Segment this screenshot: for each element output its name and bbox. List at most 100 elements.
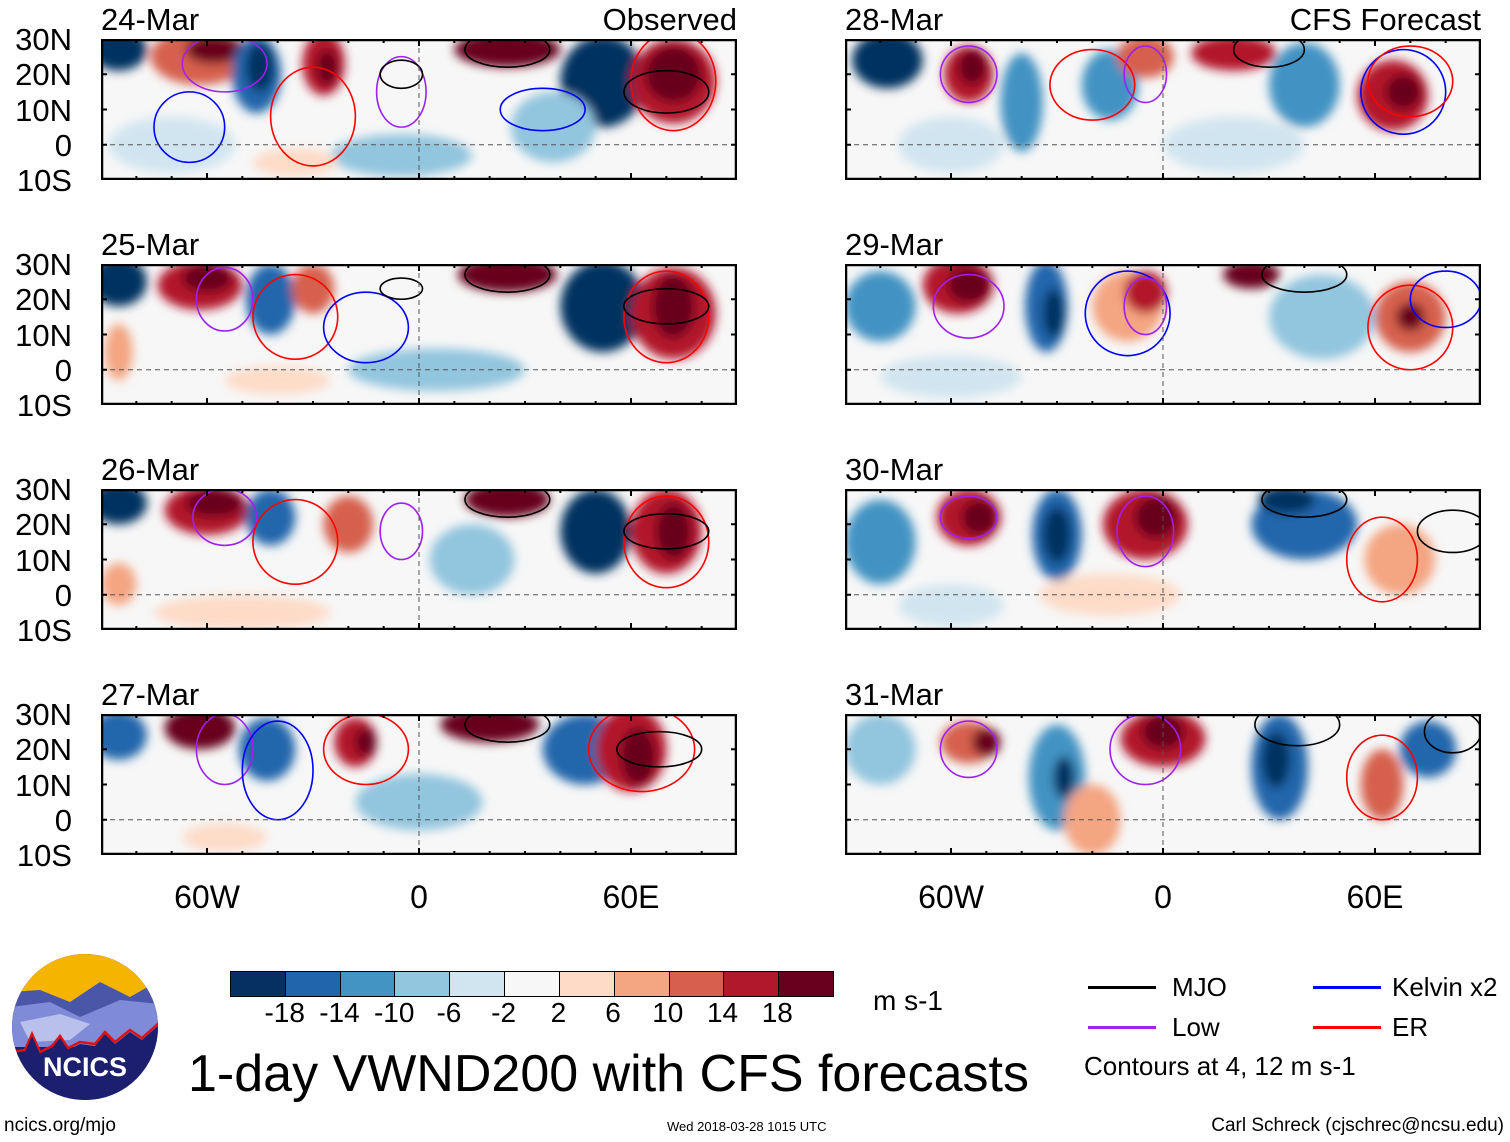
wind-anomaly-area — [101, 39, 147, 71]
wave-contour — [939, 720, 998, 779]
wind-anomaly-area — [958, 49, 987, 85]
colorbar-tick-label: 18 — [761, 997, 793, 1028]
wind-anomaly-area — [1269, 274, 1375, 360]
lat-tick-label: 0 — [54, 352, 72, 388]
panel-date: 30-Mar — [845, 452, 944, 487]
panel-frame — [845, 264, 1481, 405]
wave-contour — [1345, 734, 1419, 821]
wave-contour — [252, 273, 339, 360]
ncics-logo: NCICS — [12, 954, 158, 1100]
wave-contour — [1123, 277, 1168, 336]
wave-contour — [587, 714, 696, 793]
lat-tick-label: 10N — [15, 92, 72, 128]
lon-tick-label: 60E — [1346, 879, 1404, 915]
wind-anomaly-area — [104, 323, 133, 381]
colorbar-tick-label: -14 — [319, 997, 360, 1028]
map-panel — [101, 714, 737, 855]
lat-tick-label: 10N — [15, 542, 72, 578]
wind-anomaly-area — [510, 91, 596, 163]
wind-anomaly-area — [961, 499, 997, 535]
colorbar — [230, 971, 834, 997]
wind-anomaly-area — [1258, 489, 1315, 514]
colorbar-tick-label: 2 — [550, 997, 567, 1028]
colorbar-swatch — [559, 972, 615, 996]
legend-kelvin-label: Kelvin x2 — [1392, 972, 1498, 1002]
wind-anomaly-area — [1134, 496, 1178, 539]
wave-contour — [181, 39, 268, 93]
wind-anomaly-area — [1364, 524, 1436, 595]
wave-contour — [153, 91, 226, 164]
wind-anomaly-area — [898, 584, 1004, 627]
lat-tick-label: 0 — [54, 127, 72, 163]
wind-anomaly-area — [245, 489, 296, 546]
wind-anomaly-area — [560, 264, 646, 353]
wave-contour — [464, 39, 551, 68]
wave-contour — [623, 495, 710, 589]
wind-anomaly-area — [185, 489, 243, 518]
wave-contour — [1416, 509, 1481, 554]
wind-anomaly-area — [182, 264, 232, 293]
legend-mjo-label: MJO — [1172, 972, 1227, 1002]
wind-anomaly-area — [355, 728, 377, 757]
wave-contour — [195, 714, 254, 786]
wave-contour — [623, 512, 710, 550]
wave-contour — [623, 69, 710, 114]
panel-frame — [101, 489, 737, 630]
wind-anomaly-area — [898, 116, 1004, 173]
wind-anomaly-area — [454, 39, 561, 68]
footer-link[interactable]: ncics.org/mjo — [4, 1115, 116, 1136]
colorbar-tick-label: -2 — [491, 997, 517, 1028]
lat-tick-label: 30N — [15, 472, 72, 507]
wave-contour — [1123, 45, 1168, 104]
lat-tick-label: 10S — [16, 613, 72, 648]
map-panel — [845, 489, 1481, 630]
panel-source-label: Observed — [602, 2, 737, 37]
legend-kelvin-line — [1313, 986, 1381, 989]
wind-anomaly-area — [652, 274, 695, 339]
lat-tick-label: 20N — [15, 507, 72, 543]
panel-frame — [845, 489, 1481, 630]
wave-contour — [1409, 270, 1481, 329]
legend-mjo-line — [1088, 986, 1156, 989]
colorbar-swatch — [669, 972, 725, 996]
panel-date: 27-Mar — [101, 677, 200, 712]
wind-anomaly-area — [108, 116, 236, 173]
lon-tick-label: 0 — [1154, 879, 1172, 915]
colorbar-swatch — [340, 972, 396, 996]
colorbar-units: m s-1 — [873, 985, 943, 1016]
panel-frame — [101, 264, 737, 405]
logo-text: NCICS — [43, 1052, 127, 1082]
wave-contour — [464, 714, 551, 743]
colorbar-swatch — [614, 972, 670, 996]
wind-anomaly-area — [1141, 714, 1185, 750]
wind-anomaly-area — [947, 267, 990, 303]
figure-title: 1-day VWND200 with CFS forecasts — [188, 1045, 1029, 1103]
map-panel — [101, 264, 737, 405]
map-panel — [845, 39, 1481, 180]
colorbar-swatch — [231, 972, 286, 996]
wave-contour — [1084, 270, 1171, 357]
wave-contour — [195, 266, 254, 332]
wind-anomaly-area — [101, 264, 147, 307]
wind-anomaly-area — [245, 264, 296, 335]
map-panel — [845, 714, 1481, 855]
wind-anomaly-area — [1042, 288, 1065, 339]
wind-anomaly-area — [1396, 302, 1425, 331]
panel-frame — [101, 39, 737, 180]
wind-anomaly-area — [1000, 53, 1043, 152]
panel-date: 31-Mar — [845, 677, 944, 712]
map-panel — [845, 264, 1481, 405]
panel-date: 24-Mar — [101, 2, 200, 37]
wave-contour — [623, 270, 710, 364]
wind-anomaly-area — [238, 717, 296, 781]
wind-anomaly-area — [182, 823, 268, 852]
wave-contour — [1116, 495, 1175, 568]
map-panel — [101, 489, 737, 630]
wave-contour — [616, 730, 703, 768]
colorbar-tick-label: -18 — [264, 997, 305, 1028]
wind-anomaly-area — [852, 39, 923, 89]
wave-contour — [1345, 516, 1419, 603]
wind-anomaly-area — [655, 503, 692, 560]
wind-anomaly-area — [224, 366, 331, 395]
wave-contour — [1367, 45, 1454, 118]
